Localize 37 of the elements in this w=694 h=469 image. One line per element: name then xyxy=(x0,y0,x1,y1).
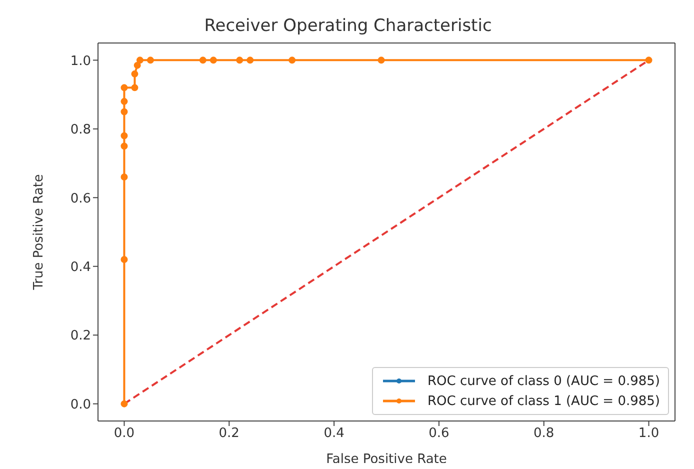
x-tick-label: 0.2 xyxy=(218,426,240,442)
x-axis-title: False Positive Rate xyxy=(326,452,447,467)
point xyxy=(146,56,154,64)
point xyxy=(120,400,128,408)
y-axis-title: True Positive Rate xyxy=(32,174,47,291)
point xyxy=(120,256,128,263)
y-tick-label: 0.0 xyxy=(70,397,91,412)
point xyxy=(120,98,128,105)
y-tick-label: 0.4 xyxy=(70,260,91,275)
point xyxy=(236,56,244,64)
point xyxy=(120,108,128,116)
x-tick-label: 0.8 xyxy=(534,426,554,442)
legend-label: ROC curve of class 1 (AUC = 0.985) xyxy=(427,394,660,408)
point xyxy=(378,56,385,64)
point xyxy=(210,56,217,64)
point xyxy=(645,56,652,64)
point xyxy=(120,84,128,92)
point xyxy=(134,62,141,69)
point xyxy=(131,84,138,92)
legend-label: ROC curve of class 0 (AUC = 0.985) xyxy=(427,374,660,388)
x-tick-label: 0.0 xyxy=(114,426,135,442)
point xyxy=(120,142,128,150)
x-tick-label: 0.4 xyxy=(324,426,344,442)
point xyxy=(288,56,296,64)
chart-title: Receiver Operating Characteristic xyxy=(203,16,493,36)
point xyxy=(199,56,206,64)
y-tick-label: 1.0 xyxy=(70,54,91,69)
x-tick-label: 1.0 xyxy=(638,426,660,442)
y-tick-label: 0.8 xyxy=(70,122,91,138)
point xyxy=(246,56,254,64)
point xyxy=(131,70,138,78)
y-tick-label: 0.6 xyxy=(70,191,91,206)
point xyxy=(120,174,128,181)
point xyxy=(120,132,128,140)
point xyxy=(136,56,144,64)
y-tick-label: 0.2 xyxy=(70,328,91,344)
x-tick-label: 0.6 xyxy=(428,426,450,442)
